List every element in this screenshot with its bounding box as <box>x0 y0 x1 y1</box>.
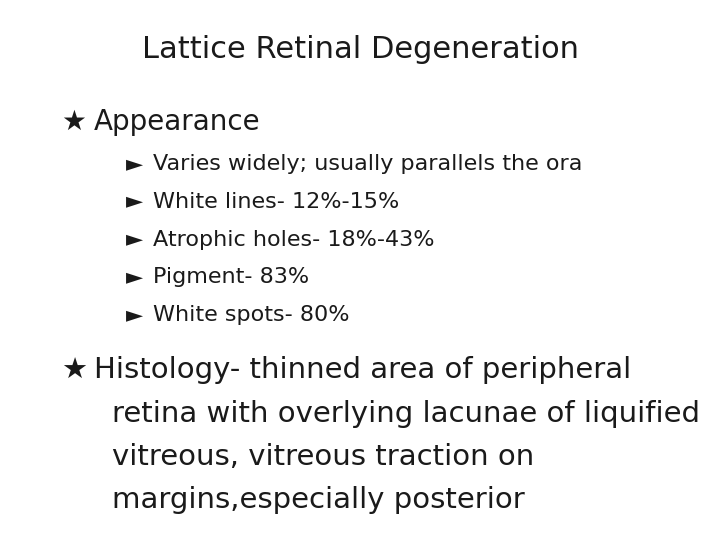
Text: ★: ★ <box>61 108 86 136</box>
Text: vitreous, vitreous traction on: vitreous, vitreous traction on <box>112 443 534 471</box>
Text: ►: ► <box>126 230 143 249</box>
Text: White lines- 12%-15%: White lines- 12%-15% <box>153 192 400 212</box>
Text: ►: ► <box>126 267 143 287</box>
Text: ►: ► <box>126 305 143 325</box>
Text: Histology- thinned area of peripheral: Histology- thinned area of peripheral <box>94 356 631 384</box>
Text: Lattice Retinal Degeneration: Lattice Retinal Degeneration <box>142 35 578 64</box>
Text: Varies widely; usually parallels the ora: Varies widely; usually parallels the ora <box>153 154 582 174</box>
Text: ►: ► <box>126 154 143 174</box>
Text: Pigment- 83%: Pigment- 83% <box>153 267 310 287</box>
Text: ★: ★ <box>61 356 87 384</box>
Text: ►: ► <box>126 192 143 212</box>
Text: margins,especially posterior: margins,especially posterior <box>112 486 524 514</box>
Text: White spots- 80%: White spots- 80% <box>153 305 350 325</box>
Text: Appearance: Appearance <box>94 108 260 136</box>
Text: retina with overlying lacunae of liquified: retina with overlying lacunae of liquifi… <box>112 400 700 428</box>
Text: Atrophic holes- 18%-43%: Atrophic holes- 18%-43% <box>153 230 435 249</box>
